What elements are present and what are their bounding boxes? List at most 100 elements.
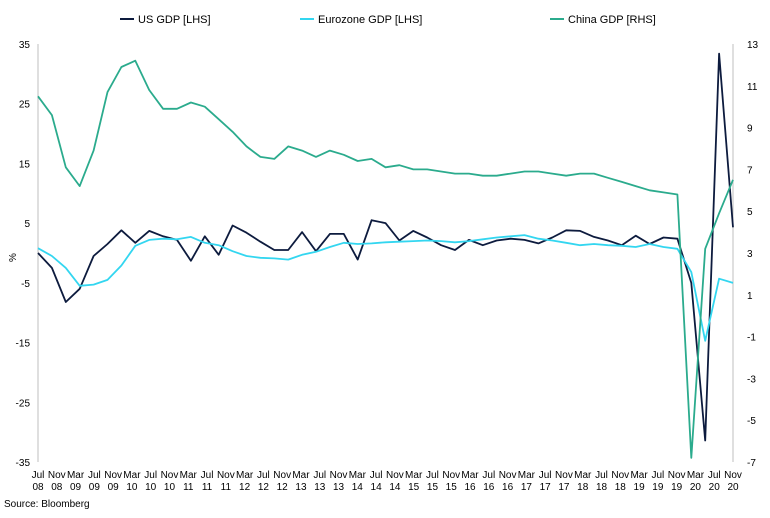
x-tick-label-month: Nov <box>48 470 66 481</box>
x-tick-label-year: 14 <box>352 482 364 493</box>
x-tick-label-month: Mar <box>461 470 479 481</box>
x-tick-label-month: Mar <box>574 470 592 481</box>
right-tick-label: 5 <box>747 207 753 218</box>
x-tick-label-year: 13 <box>333 482 345 493</box>
x-tick-label-year: 09 <box>70 482 82 493</box>
right-tick-label: 3 <box>747 249 753 260</box>
right-tick-label: 1 <box>747 291 753 302</box>
x-tick-label-year: 09 <box>108 482 120 493</box>
x-tick-label-month: Nov <box>555 470 573 481</box>
x-tick-label-month: Mar <box>630 470 648 481</box>
x-tick-label-month: Jul <box>144 470 157 481</box>
x-tick-label-month: Jul <box>651 470 664 481</box>
right-axis-ticks: 13 11 9 7 5 3 1 -1 -3 -5 -7 <box>747 40 759 469</box>
right-tick-label: -7 <box>747 458 756 469</box>
x-tick-label-year: 12 <box>239 482 251 493</box>
x-tick-label-year: 11 <box>183 482 194 493</box>
right-tick-label: 13 <box>747 40 759 51</box>
y-axis-label: % <box>8 253 19 262</box>
x-tick-label-month: Jul <box>370 470 383 481</box>
x-tick-label-year: 08 <box>51 482 63 493</box>
x-tick-label-month: Nov <box>161 470 179 481</box>
x-tick-label-year: 20 <box>709 482 721 493</box>
right-tick-label: 9 <box>747 124 753 135</box>
x-tick-label-year: 20 <box>690 482 702 493</box>
x-axis-ticks: Jul08Nov08Mar09Jul09Nov09Mar10Jul10Nov10… <box>32 470 742 493</box>
x-tick-label-month: Mar <box>405 470 423 481</box>
x-tick-label-year: 17 <box>540 482 552 493</box>
x-tick-label-year: 20 <box>727 482 739 493</box>
x-tick-label-month: Mar <box>180 470 198 481</box>
x-tick-label-year: 11 <box>221 482 232 493</box>
x-tick-label-year: 19 <box>634 482 646 493</box>
x-tick-label-month: Mar <box>518 470 536 481</box>
x-tick-label-year: 12 <box>277 482 289 493</box>
x-tick-label-year: 15 <box>408 482 420 493</box>
x-tick-label-year: 13 <box>295 482 307 493</box>
x-tick-label-year: 17 <box>521 482 533 493</box>
left-tick-label: -25 <box>16 398 31 409</box>
x-tick-label-year: 18 <box>596 482 608 493</box>
x-tick-label-month: Nov <box>273 470 291 481</box>
x-tick-label-year: 10 <box>164 482 176 493</box>
x-tick-label-month: Mar <box>292 470 310 481</box>
right-tick-label: -1 <box>747 333 756 344</box>
x-tick-label-month: Nov <box>724 470 742 481</box>
x-tick-label-month: Nov <box>386 470 404 481</box>
left-axis-ticks: 35 25 15 5 -5 -15 -25 -35 <box>16 40 31 469</box>
x-tick-label-year: 08 <box>32 482 44 493</box>
x-tick-label-year: 16 <box>483 482 495 493</box>
x-tick-label-year: 14 <box>389 482 401 493</box>
x-tick-label-month: Nov <box>217 470 235 481</box>
x-tick-label-year: 13 <box>314 482 326 493</box>
x-tick-label-year: 19 <box>652 482 664 493</box>
x-tick-label-month: Jul <box>201 470 214 481</box>
x-tick-label-month: Jul <box>88 470 101 481</box>
x-tick-label-month: Mar <box>67 470 85 481</box>
x-tick-label-month: Jul <box>595 470 608 481</box>
x-tick-label-month: Jul <box>708 470 721 481</box>
x-tick-label-year: 16 <box>502 482 514 493</box>
x-tick-label-year: 16 <box>464 482 476 493</box>
x-tick-label-month: Nov <box>499 470 517 481</box>
x-tick-label-year: 09 <box>89 482 101 493</box>
right-tick-label: -3 <box>747 374 756 385</box>
series-line-2 <box>37 59 734 459</box>
legend-label-2: China GDP [RHS] <box>568 14 656 26</box>
x-tick-label-year: 15 <box>427 482 439 493</box>
x-tick-label-year: 11 <box>202 482 213 493</box>
x-tick-label-month: Nov <box>611 470 629 481</box>
x-tick-label-year: 10 <box>145 482 157 493</box>
legend-label-1: Eurozone GDP [LHS] <box>318 14 422 26</box>
x-tick-label-year: 18 <box>615 482 627 493</box>
left-tick-label: 35 <box>19 40 31 51</box>
x-tick-label-month: Jul <box>426 470 439 481</box>
series-lines <box>37 52 734 459</box>
left-tick-label: -5 <box>21 279 30 290</box>
x-tick-label-month: Jul <box>539 470 552 481</box>
series-line-1 <box>37 234 734 342</box>
x-tick-label-year: 12 <box>258 482 270 493</box>
x-tick-label-year: 19 <box>671 482 683 493</box>
left-tick-label: 25 <box>19 100 31 111</box>
series-line-0 <box>37 52 734 442</box>
x-tick-label-year: 10 <box>126 482 138 493</box>
left-tick-label: 15 <box>19 159 31 170</box>
left-tick-label: -15 <box>16 339 31 350</box>
axes: 35 25 15 5 -5 -15 -25 -35 13 11 9 7 5 3 1 -1 -3 -5 -7 Jul… <box>8 40 759 493</box>
x-tick-label-month: Jul <box>313 470 326 481</box>
x-tick-label-month: Jul <box>32 470 45 481</box>
left-tick-label: -35 <box>16 458 31 469</box>
x-tick-label-month: Nov <box>668 470 686 481</box>
x-tick-label-month: Jul <box>257 470 270 481</box>
right-tick-label: 7 <box>747 165 753 176</box>
x-tick-label-month: Mar <box>123 470 141 481</box>
source-note: Source: Bloomberg <box>4 499 90 510</box>
x-tick-label-month: Nov <box>330 470 348 481</box>
x-tick-label-month: Mar <box>687 470 705 481</box>
x-tick-label-year: 14 <box>371 482 383 493</box>
x-tick-label-year: 15 <box>446 482 458 493</box>
right-tick-label: 11 <box>747 82 758 93</box>
left-tick-label: 5 <box>24 219 30 230</box>
